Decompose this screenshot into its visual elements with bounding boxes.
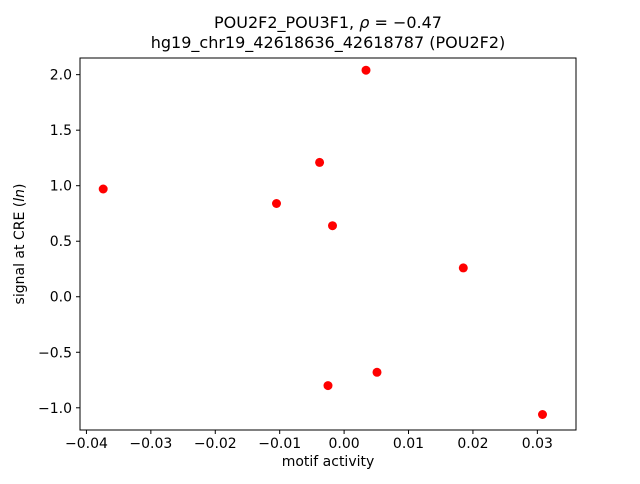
x-tick-label: 0.03 <box>522 436 553 452</box>
x-axis-ticks: −0.04 −0.03 −0.02 −0.01 0.00 0.01 0.02 0.03 <box>65 430 553 452</box>
chart-title-line2: hg19_chr19_42618636_42618787 (POU2F2) <box>151 33 506 53</box>
x-tick-label: −0.03 <box>129 436 172 452</box>
x-axis-label: motif activity <box>282 454 375 470</box>
data-point <box>315 157 325 167</box>
data-point <box>272 199 281 208</box>
data-point <box>372 367 382 377</box>
y-tick-label: −0.5 <box>38 345 72 361</box>
scatter-points <box>98 65 547 419</box>
y-tick-label: −1.0 <box>38 401 72 417</box>
x-tick-label: −0.02 <box>194 436 237 452</box>
x-tick-label: 0.02 <box>457 436 488 452</box>
y-tick-label: 0.5 <box>50 234 72 250</box>
y-tick-label: 2.0 <box>50 68 72 84</box>
data-point <box>98 184 108 194</box>
x-tick-label: 0.00 <box>329 436 360 452</box>
x-tick-label: −0.04 <box>65 436 108 452</box>
data-point <box>361 65 371 75</box>
data-point <box>538 410 547 419</box>
y-axis-label: signal at CRE (ln) <box>12 184 28 305</box>
plot-area <box>79 57 577 431</box>
x-tick-label: 0.01 <box>393 436 424 452</box>
y-axis-ticks: −1.0 −0.5 0.0 0.5 1.0 1.5 2.0 <box>38 68 80 417</box>
data-point <box>458 263 468 273</box>
data-point <box>323 381 333 391</box>
data-point <box>328 221 337 231</box>
y-tick-label: 0.0 <box>50 290 72 306</box>
x-tick-label: −0.01 <box>258 436 301 452</box>
y-tick-label: 1.5 <box>50 123 72 139</box>
y-tick-label: 1.0 <box>50 179 72 195</box>
chart-title-line1: POU2F2_POU3F1, ρ = −0.47 <box>214 13 442 33</box>
